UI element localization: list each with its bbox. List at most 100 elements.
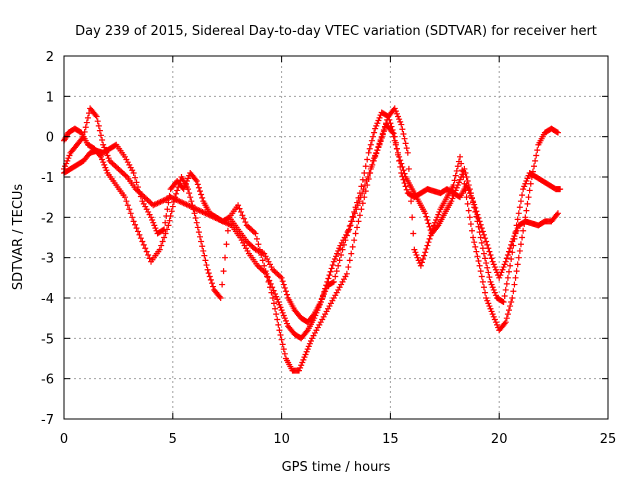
data-point <box>467 221 474 228</box>
data-point <box>512 229 519 236</box>
data-point <box>449 195 456 202</box>
data-point <box>266 277 273 284</box>
data-point <box>553 128 560 135</box>
data-point <box>197 188 203 195</box>
data-point <box>195 229 202 236</box>
data-point <box>162 230 169 237</box>
data-point <box>532 157 539 164</box>
data-point <box>331 256 338 263</box>
data-point <box>492 319 499 326</box>
data-point <box>396 153 403 160</box>
data-point <box>347 222 354 229</box>
data-point <box>436 208 443 215</box>
data-point <box>132 221 139 228</box>
data-point <box>405 165 412 172</box>
data-point <box>464 178 471 185</box>
data-point <box>508 256 515 263</box>
data-point <box>358 206 365 213</box>
data-point <box>99 156 106 163</box>
data-point <box>501 261 508 268</box>
data-point <box>165 222 172 229</box>
data-point <box>363 178 370 185</box>
data-point <box>252 230 259 237</box>
data-point <box>150 219 157 226</box>
data-point <box>297 364 304 371</box>
data-point <box>236 205 243 212</box>
data-point <box>193 178 200 185</box>
data-point <box>259 257 266 264</box>
data-point <box>453 167 460 174</box>
data-point <box>188 198 195 205</box>
data-point <box>469 227 475 234</box>
data-point <box>330 258 337 265</box>
x-axis-label: GPS time / hours <box>282 460 391 475</box>
data-point <box>484 297 491 304</box>
data-point <box>450 192 457 199</box>
x-tick-label: 5 <box>169 432 177 447</box>
data-point <box>361 169 368 176</box>
data-point <box>499 266 506 273</box>
data-point <box>199 243 206 250</box>
data-point <box>360 186 367 193</box>
data-point <box>130 169 137 176</box>
data-point <box>253 235 260 242</box>
data-point <box>296 367 303 374</box>
data-point <box>185 175 192 182</box>
data-point <box>359 200 366 207</box>
data-point <box>483 295 490 301</box>
data-point <box>453 184 460 191</box>
data-point <box>434 214 441 221</box>
data-point <box>553 211 560 218</box>
data-point <box>505 307 512 314</box>
data-point <box>511 235 518 242</box>
data-point <box>335 262 342 269</box>
data-point <box>524 175 531 182</box>
data-point <box>280 346 287 353</box>
data-point <box>93 113 100 120</box>
data-point <box>313 309 320 316</box>
data-point <box>513 227 520 234</box>
data-point <box>484 264 491 271</box>
data-point <box>400 167 407 174</box>
data-point <box>402 183 409 190</box>
data-point <box>401 135 408 142</box>
data-point <box>145 251 152 258</box>
data-point <box>502 319 509 326</box>
data-point <box>362 182 369 189</box>
data-point <box>103 149 110 156</box>
series-3 <box>61 105 561 342</box>
data-point <box>526 187 533 194</box>
data-point <box>478 225 485 232</box>
data-point <box>485 245 492 252</box>
data-point <box>459 167 466 174</box>
data-point <box>186 190 193 197</box>
data-point <box>376 114 383 121</box>
data-point <box>487 278 494 285</box>
data-point <box>130 218 137 225</box>
data-point <box>301 354 308 361</box>
data-point <box>100 141 107 148</box>
data-point <box>318 295 325 302</box>
data-point <box>515 254 522 261</box>
data-point <box>158 242 165 249</box>
data-point <box>220 268 227 275</box>
data-point <box>101 144 108 151</box>
data-point <box>557 186 564 193</box>
data-point <box>384 116 391 123</box>
data-point <box>302 351 309 358</box>
data-point <box>175 184 182 191</box>
data-point <box>554 210 561 217</box>
data-point <box>498 269 505 276</box>
data-point <box>346 226 353 233</box>
y-tick-label: -2 <box>41 211 54 226</box>
data-point <box>84 114 91 121</box>
data-point <box>371 129 378 136</box>
data-point <box>402 140 409 147</box>
data-point <box>466 214 473 221</box>
data-point <box>427 232 434 239</box>
data-point <box>403 145 410 152</box>
data-point <box>507 303 514 310</box>
data-point <box>350 214 357 221</box>
data-point <box>343 270 350 277</box>
data-point <box>365 149 372 156</box>
